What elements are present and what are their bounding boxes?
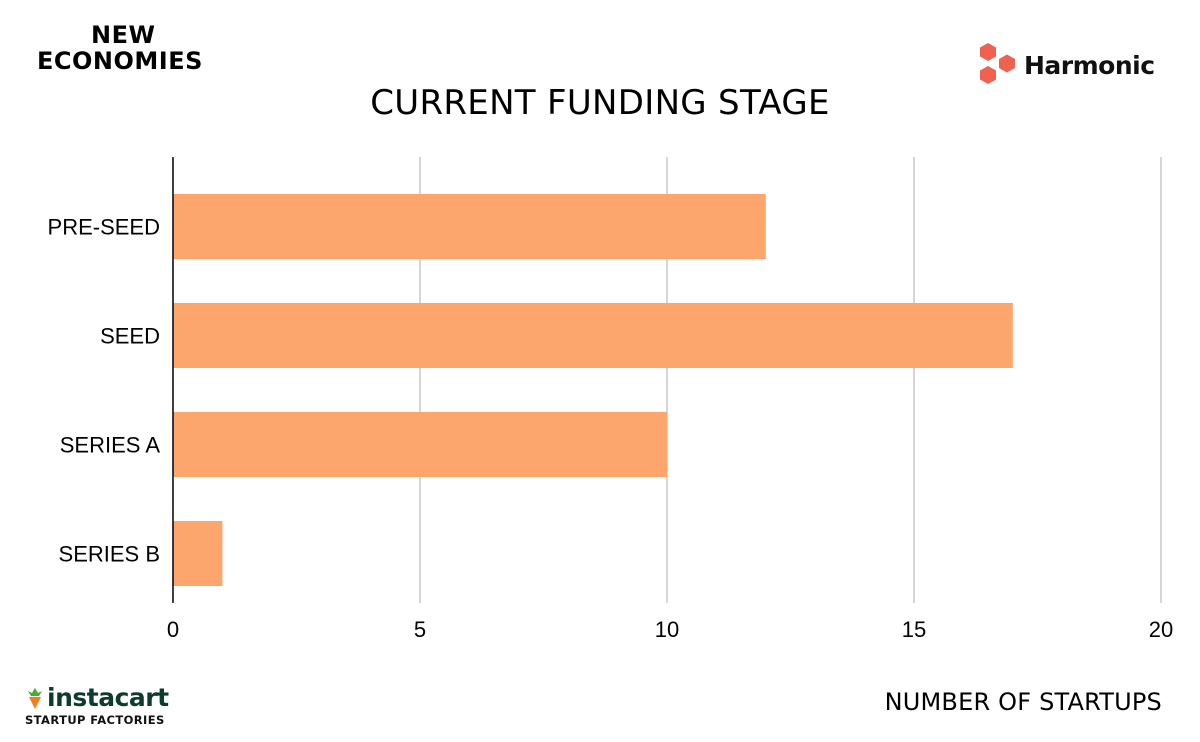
carrot-icon bbox=[28, 687, 42, 709]
category-label: PRE-SEED bbox=[48, 215, 160, 240]
harmonic-name: Harmonic bbox=[1024, 50, 1155, 80]
bars bbox=[173, 194, 1013, 586]
instacart-word: instacart bbox=[47, 683, 169, 712]
x-axis-label: NUMBER OF STARTUPS bbox=[884, 688, 1162, 716]
new-economies-line2: ECONOMIES bbox=[37, 47, 203, 75]
category-label: SERIES A bbox=[60, 433, 161, 458]
x-tick-labels: 0 5 10 15 20 bbox=[167, 617, 1173, 642]
x-tick-label: 5 bbox=[414, 617, 426, 642]
x-tick-label: 20 bbox=[1149, 617, 1173, 642]
startup-factories-label: STARTUP FACTORIES bbox=[25, 713, 165, 727]
bar-pre-seed bbox=[173, 194, 766, 259]
x-tick-label: 15 bbox=[902, 617, 926, 642]
category-label: SEED bbox=[100, 324, 160, 349]
x-tick-label: 0 bbox=[167, 617, 179, 642]
harmonic-logo: Harmonic bbox=[978, 42, 1155, 88]
harmonic-hexagon-icon bbox=[980, 43, 1015, 84]
new-economies-logo: NEW ECONOMIES bbox=[37, 22, 237, 74]
chart-title: CURRENT FUNDING STAGE bbox=[370, 83, 830, 123]
x-tick-label: 10 bbox=[655, 617, 679, 642]
category-labels: PRE-SEED SEED SERIES A SERIES B bbox=[48, 215, 161, 567]
bar-series-b bbox=[173, 521, 223, 586]
bar-series-a bbox=[173, 412, 667, 477]
bar-seed bbox=[173, 303, 1013, 368]
instacart-logo: instacart STARTUP FACTORIES bbox=[25, 683, 169, 727]
new-economies-line1: NEW bbox=[91, 21, 156, 49]
category-label: SERIES B bbox=[59, 542, 160, 567]
